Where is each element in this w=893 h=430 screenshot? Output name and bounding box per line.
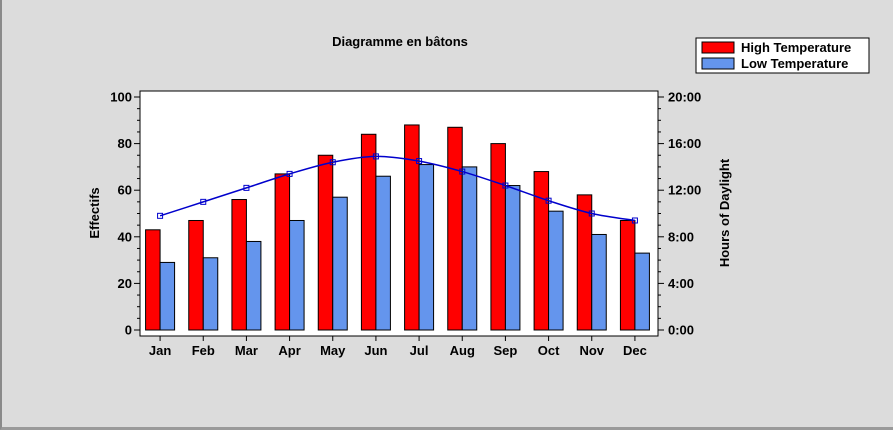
daylight-line — [159, 155, 636, 222]
x-tick-label: Jun — [364, 343, 387, 358]
bar-high-may — [317, 154, 334, 331]
daylight-point-mar — [243, 184, 250, 191]
bar-low-oct — [548, 210, 564, 331]
y2-tick-label: 20:00 — [668, 90, 701, 105]
x-tick-label: Jul — [410, 343, 429, 358]
y2-tick-label: 16:00 — [668, 136, 701, 151]
bar-low-jun — [375, 175, 391, 331]
daylight-point-jul — [416, 158, 423, 165]
bar-low-jan — [159, 261, 176, 331]
legend: High Temperature Low Temperature — [695, 37, 870, 74]
bar-high-sep — [490, 143, 506, 331]
bar-low-jul — [418, 164, 435, 331]
daylight-point-dec — [631, 217, 638, 224]
y-axis-label: Effectifs — [87, 187, 102, 238]
x-tick-label: Apr — [278, 343, 300, 358]
y2-axis-label: Hours of Daylight — [717, 158, 732, 267]
daylight-point-apr — [286, 170, 293, 177]
ticks-layer: Jan Feb Mar Apr May Jun Jul Aug Sep Oct Nov Dec 0 20 4… — [110, 90, 701, 359]
daylight-point-sep — [502, 182, 509, 189]
y-tick-label: 0 — [125, 323, 132, 338]
bar-low-dec — [634, 252, 650, 331]
x-tick-label: Aug — [450, 343, 475, 358]
bar-low-feb — [202, 257, 219, 331]
bar-high-jan — [145, 229, 161, 331]
daylight-point-jun — [372, 153, 379, 160]
y2-tick-label: 0:00 — [668, 323, 694, 338]
bar-low-sep — [504, 185, 521, 331]
legend-label-low: Low Temperature — [741, 56, 848, 71]
y-tick-label: 100 — [110, 90, 132, 105]
x-tick-label: Feb — [192, 343, 215, 358]
x-tick-label: Sep — [493, 343, 517, 358]
bar-high-feb — [188, 219, 204, 331]
chart-title: Diagramme en bâtons — [332, 34, 468, 49]
x-tick-label: Mar — [235, 343, 258, 358]
bar-low-apr — [289, 219, 305, 331]
bar-low-nov — [591, 233, 607, 331]
bar-high-jun — [360, 133, 377, 331]
daylight-line-layer — [157, 153, 638, 224]
y-tick-label: 60 — [118, 183, 132, 198]
y-tick-label: 40 — [118, 229, 132, 244]
x-tick-label: Dec — [623, 343, 647, 358]
legend-label-high: High Temperature — [741, 40, 851, 55]
y-tick-label: 20 — [118, 276, 132, 291]
bar-high-jul — [404, 124, 420, 331]
daylight-point-oct — [545, 197, 552, 204]
x-tick-label: May — [320, 343, 346, 358]
daylight-point-nov — [588, 210, 595, 217]
bar-high-dec — [619, 219, 636, 331]
x-tick-label: Nov — [579, 343, 604, 358]
y2-tick-label: 12:00 — [668, 183, 701, 198]
x-tick-label: Oct — [538, 343, 560, 358]
bar-high-oct — [533, 171, 550, 331]
y2-tick-label: 8:00 — [668, 229, 694, 244]
bar-high-apr — [274, 173, 291, 331]
daylight-point-aug — [459, 168, 466, 175]
legend-swatch-high — [701, 41, 735, 54]
y-tick-label: 80 — [118, 136, 132, 151]
bar-low-aug — [461, 166, 478, 331]
legend-swatch-low — [701, 57, 735, 70]
x-tick-label: Jan — [149, 343, 171, 358]
daylight-point-may — [329, 159, 336, 166]
bar-high-mar — [231, 199, 247, 331]
bars-layer — [145, 124, 650, 331]
bar-low-may — [332, 196, 348, 331]
y2-tick-label: 4:00 — [668, 276, 694, 291]
daylight-point-jan — [157, 212, 164, 219]
bar-low-mar — [245, 240, 262, 331]
plot-area — [139, 90, 659, 337]
bar-high-aug — [447, 126, 463, 331]
daylight-point-feb — [200, 198, 207, 205]
